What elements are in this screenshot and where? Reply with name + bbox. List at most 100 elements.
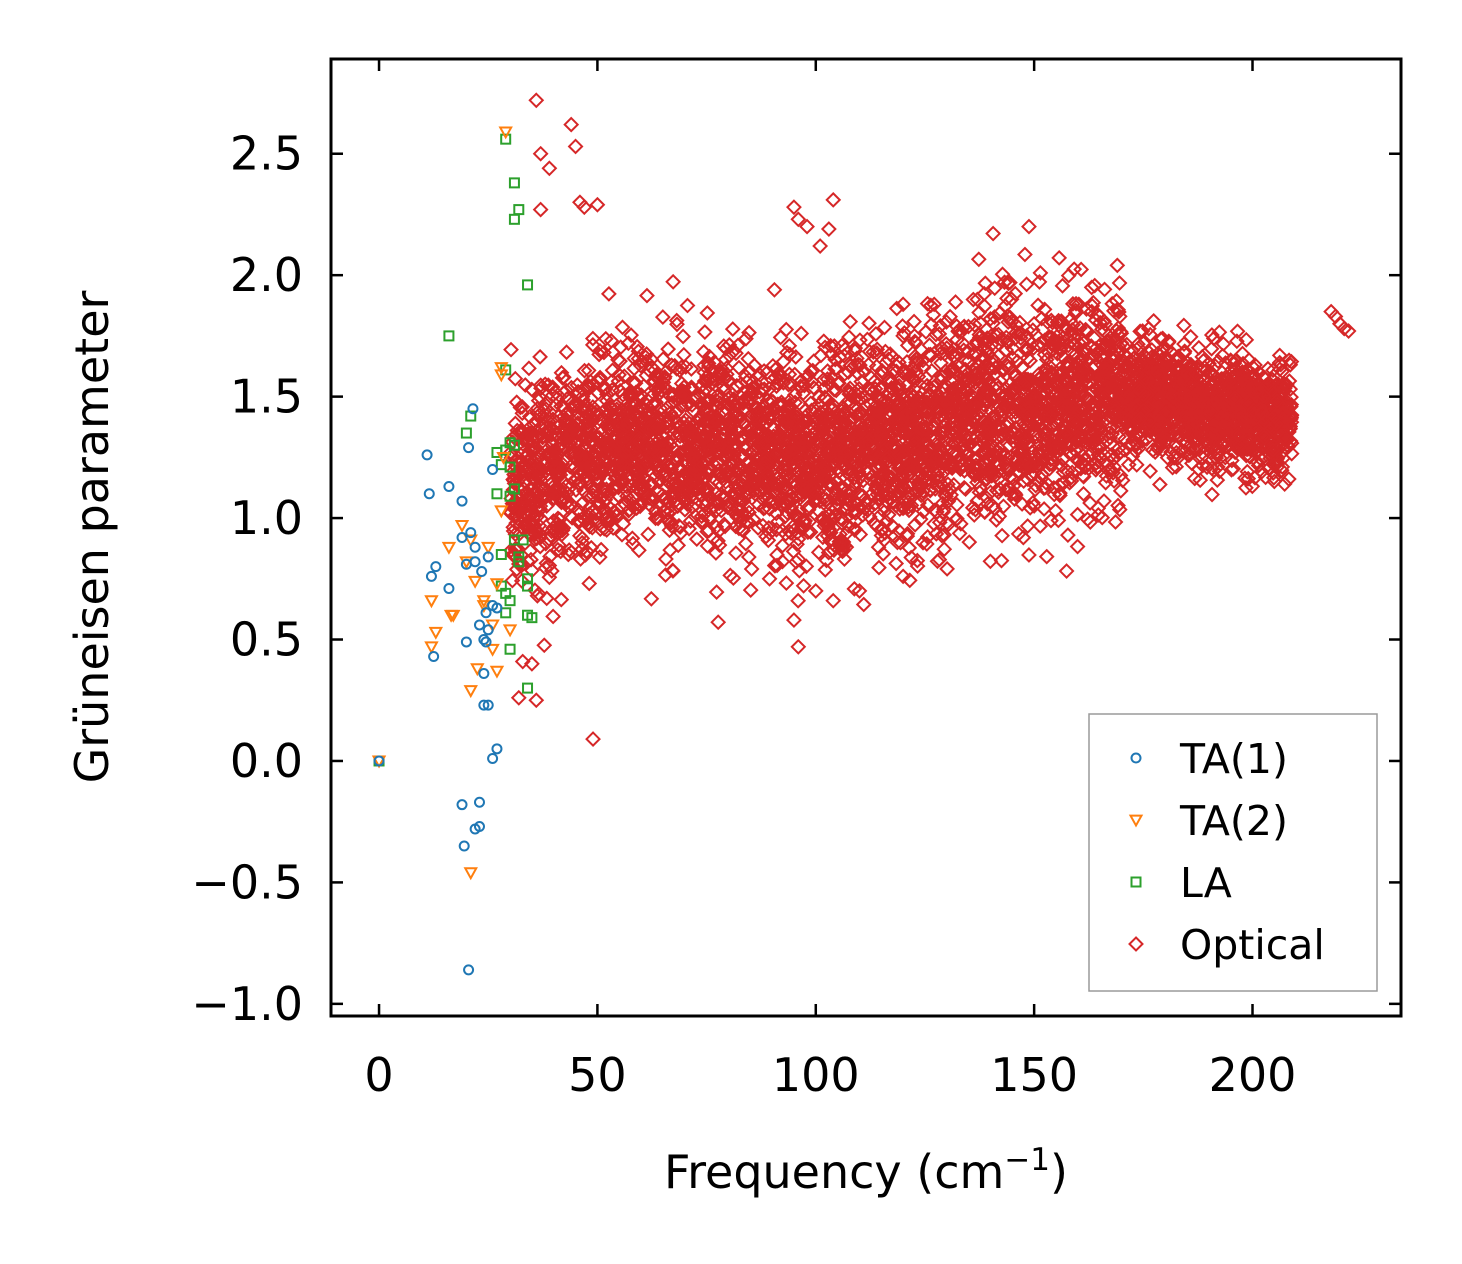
data-point	[737, 415, 754, 432]
data-point	[1164, 459, 1181, 476]
data-point	[707, 493, 724, 510]
data-point	[826, 381, 843, 398]
data-point	[598, 506, 615, 522]
data-point	[540, 377, 557, 394]
data-point	[895, 500, 911, 517]
series-optical	[502, 92, 1357, 748]
data-point	[580, 430, 597, 447]
data-point	[1208, 444, 1225, 461]
data-point	[597, 483, 614, 500]
data-point	[875, 545, 892, 562]
data-point	[1086, 277, 1103, 294]
data-point	[1096, 313, 1112, 330]
data-point	[699, 538, 716, 554]
data-point	[667, 484, 684, 501]
data-point	[683, 361, 700, 377]
data-point	[1265, 465, 1282, 481]
data-point	[1117, 431, 1133, 448]
data-point	[581, 575, 598, 592]
data-point	[1271, 361, 1288, 378]
data-point	[942, 308, 959, 325]
data-point	[553, 494, 570, 511]
data-point	[1259, 432, 1276, 449]
data-point	[790, 531, 807, 547]
data-point	[899, 337, 916, 354]
data-point	[1083, 396, 1100, 413]
data-point	[826, 507, 843, 524]
data-point	[715, 402, 732, 419]
data-point	[707, 545, 724, 561]
data-point	[710, 493, 727, 510]
data-point	[847, 513, 864, 530]
data-point	[1105, 346, 1122, 363]
data-point	[790, 211, 807, 228]
data-point	[1041, 331, 1058, 348]
data-point	[1240, 470, 1257, 487]
data-point	[735, 395, 752, 412]
data-point	[1040, 401, 1057, 418]
data-point	[593, 489, 610, 506]
data-point	[975, 348, 992, 365]
data-point	[614, 430, 631, 447]
data-point	[825, 592, 842, 609]
data-point	[817, 561, 834, 578]
data-point	[1041, 379, 1058, 396]
data-point	[529, 405, 546, 421]
data-point	[1109, 418, 1126, 435]
data-point	[910, 455, 927, 472]
data-point	[1211, 324, 1228, 341]
data-point	[1265, 442, 1281, 459]
data-point	[990, 348, 1007, 365]
data-point	[944, 435, 961, 452]
data-point	[952, 461, 969, 478]
data-point	[1091, 421, 1108, 438]
data-point	[1007, 285, 1024, 302]
data-point	[700, 423, 716, 440]
data-point	[815, 333, 832, 350]
data-point	[758, 528, 774, 545]
data-point	[1010, 395, 1027, 412]
data-point	[605, 520, 622, 536]
data-point	[1032, 405, 1049, 422]
data-point	[926, 296, 943, 313]
data-point	[736, 430, 752, 447]
data-point	[1271, 354, 1288, 371]
data-point	[982, 310, 999, 327]
data-point	[847, 423, 864, 440]
data-point	[914, 418, 931, 435]
data-point	[1017, 246, 1033, 263]
data-point	[1001, 274, 1018, 291]
data-point	[1092, 440, 1108, 456]
data-point	[1038, 395, 1054, 411]
data-point	[1109, 257, 1126, 274]
data-point	[1052, 360, 1068, 377]
points-layer	[371, 92, 1357, 976]
data-point	[1274, 459, 1291, 475]
data-point	[880, 506, 897, 523]
data-point	[1000, 462, 1017, 479]
data-point	[610, 373, 627, 390]
data-point	[1193, 385, 1210, 402]
data-point	[675, 328, 691, 345]
data-point	[820, 507, 837, 524]
data-point	[944, 344, 961, 361]
data-point	[563, 116, 580, 133]
data-point	[1197, 372, 1214, 388]
data-point	[1033, 310, 1050, 327]
data-point	[752, 367, 768, 384]
data-point	[753, 381, 770, 398]
data-point	[852, 526, 869, 543]
data-point	[984, 462, 1001, 478]
data-point	[1019, 417, 1036, 434]
data-point	[824, 346, 840, 363]
data-point	[838, 500, 855, 517]
data-point	[1129, 366, 1146, 383]
data-point	[604, 480, 621, 497]
data-point	[598, 438, 615, 455]
data-point	[904, 388, 921, 405]
data-point	[507, 468, 524, 485]
data-point	[872, 425, 889, 442]
data-point	[964, 357, 981, 374]
data-point	[1194, 382, 1211, 399]
data-point	[714, 489, 731, 506]
